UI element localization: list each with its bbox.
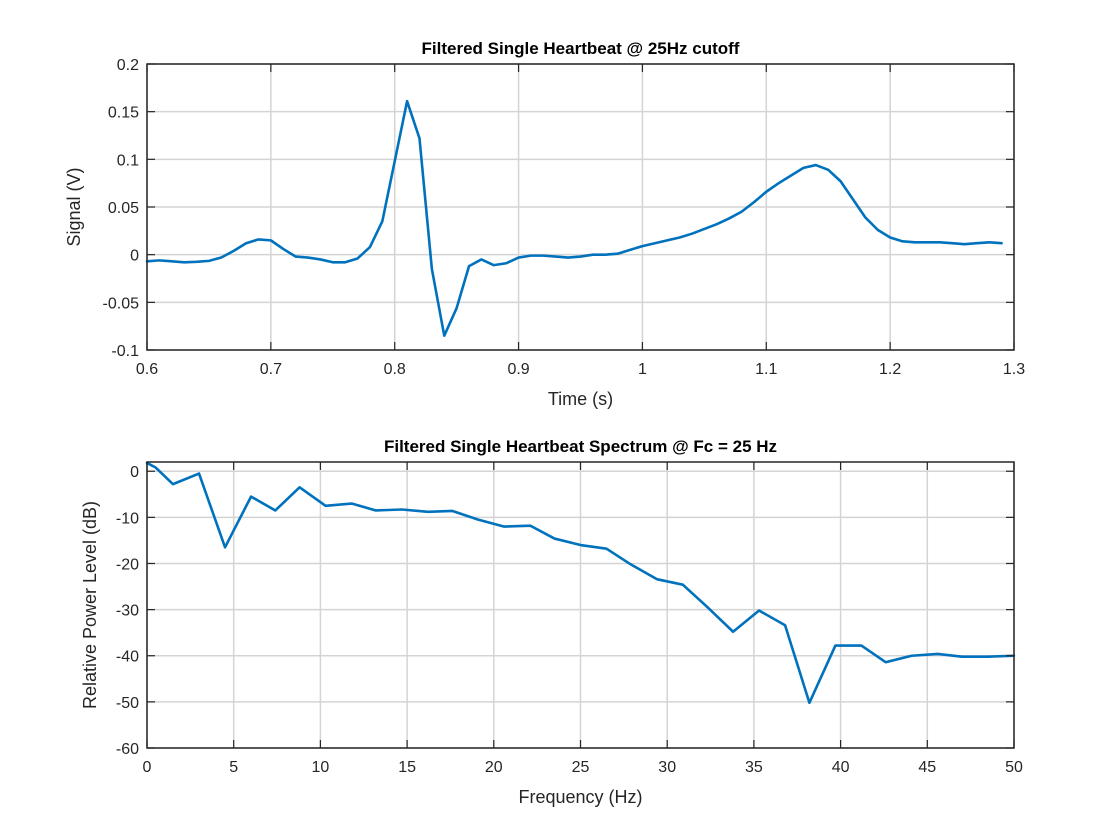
x-tick-label: 0.8	[384, 361, 406, 378]
y-tick-label: 0.2	[117, 57, 139, 74]
y-axis-label-signal: Signal (V)	[64, 167, 84, 246]
y-tick-label: -0.05	[103, 295, 140, 312]
spectrum-plot: 0 5 10 15 20 25 30 35 40 45 50 -60 -50 -40 -30 -20 -100 …	[80, 437, 1023, 807]
y-tick-label: -10	[116, 510, 139, 527]
time-domain-plot: 0.6 0.7 0.8 0.9 1 1.1 1.2 1.3 -0.1 -0.05 0 0.05 0.1 0…	[64, 39, 1025, 409]
x-tick-label: 1.1	[755, 361, 777, 378]
x-tick-label: 50	[1005, 759, 1023, 776]
x-tick-label: 35	[745, 759, 763, 776]
y-tick-label: -0.1	[111, 343, 139, 360]
x-tick-label: 1.2	[879, 361, 901, 378]
y-tick-label: -60	[116, 741, 139, 758]
grid-spectrum	[146, 462, 1015, 749]
x-tick-label: 0.7	[260, 361, 282, 378]
x-tick-label: 30	[658, 759, 676, 776]
ticks-time: 0.6 0.7 0.8 0.9 1 1.1 1.2 1.3 -0.1 -0.05 0 0.05 0.1 0…	[103, 57, 1026, 378]
x-axis-label-time: Time (s)	[548, 389, 613, 409]
chart-title-spectrum: Filtered Single Heartbeat Spectrum @ Fc …	[384, 437, 777, 456]
grid-time	[146, 63, 1015, 351]
y-tick-label: 0.05	[108, 200, 139, 217]
y-tick-label: -30	[116, 603, 139, 620]
x-tick-label: 5	[229, 759, 238, 776]
x-tick-label: 15	[398, 759, 416, 776]
signal-series-line	[145, 99, 1003, 338]
x-tick-label: 10	[312, 759, 330, 776]
ticks-spectrum: 0 5 10 15 20 25 30 35 40 45 50 -60 -50 -40 -30 -20 -10 0	[116, 462, 1023, 776]
x-tick-label: 1	[638, 361, 647, 378]
x-tick-label: 1.3	[1003, 361, 1025, 378]
y-axis-label-power: Relative Power Level (dB)	[80, 501, 100, 709]
y-tick-label: 0.15	[108, 105, 139, 122]
y-tick-label: -40	[116, 649, 139, 666]
chart-title-time: Filtered Single Heartbeat @ 25Hz cutoff	[422, 39, 740, 58]
x-tick-label: 0.6	[136, 361, 158, 378]
spectrum-series-line	[145, 461, 1016, 705]
y-tick-label: 0	[130, 464, 139, 481]
x-tick-label: 0	[143, 759, 152, 776]
x-tick-label: 0.9	[507, 361, 529, 378]
y-tick-label: 0.1	[117, 152, 139, 169]
y-tick-label: 0	[130, 248, 139, 265]
x-tick-label: 40	[832, 759, 850, 776]
x-tick-label: 45	[918, 759, 936, 776]
x-tick-label: 25	[572, 759, 590, 776]
y-tick-label: -50	[116, 695, 139, 712]
x-tick-label: 20	[485, 759, 503, 776]
y-tick-label: -20	[116, 556, 139, 573]
x-axis-label-frequency: Frequency (Hz)	[518, 787, 642, 807]
